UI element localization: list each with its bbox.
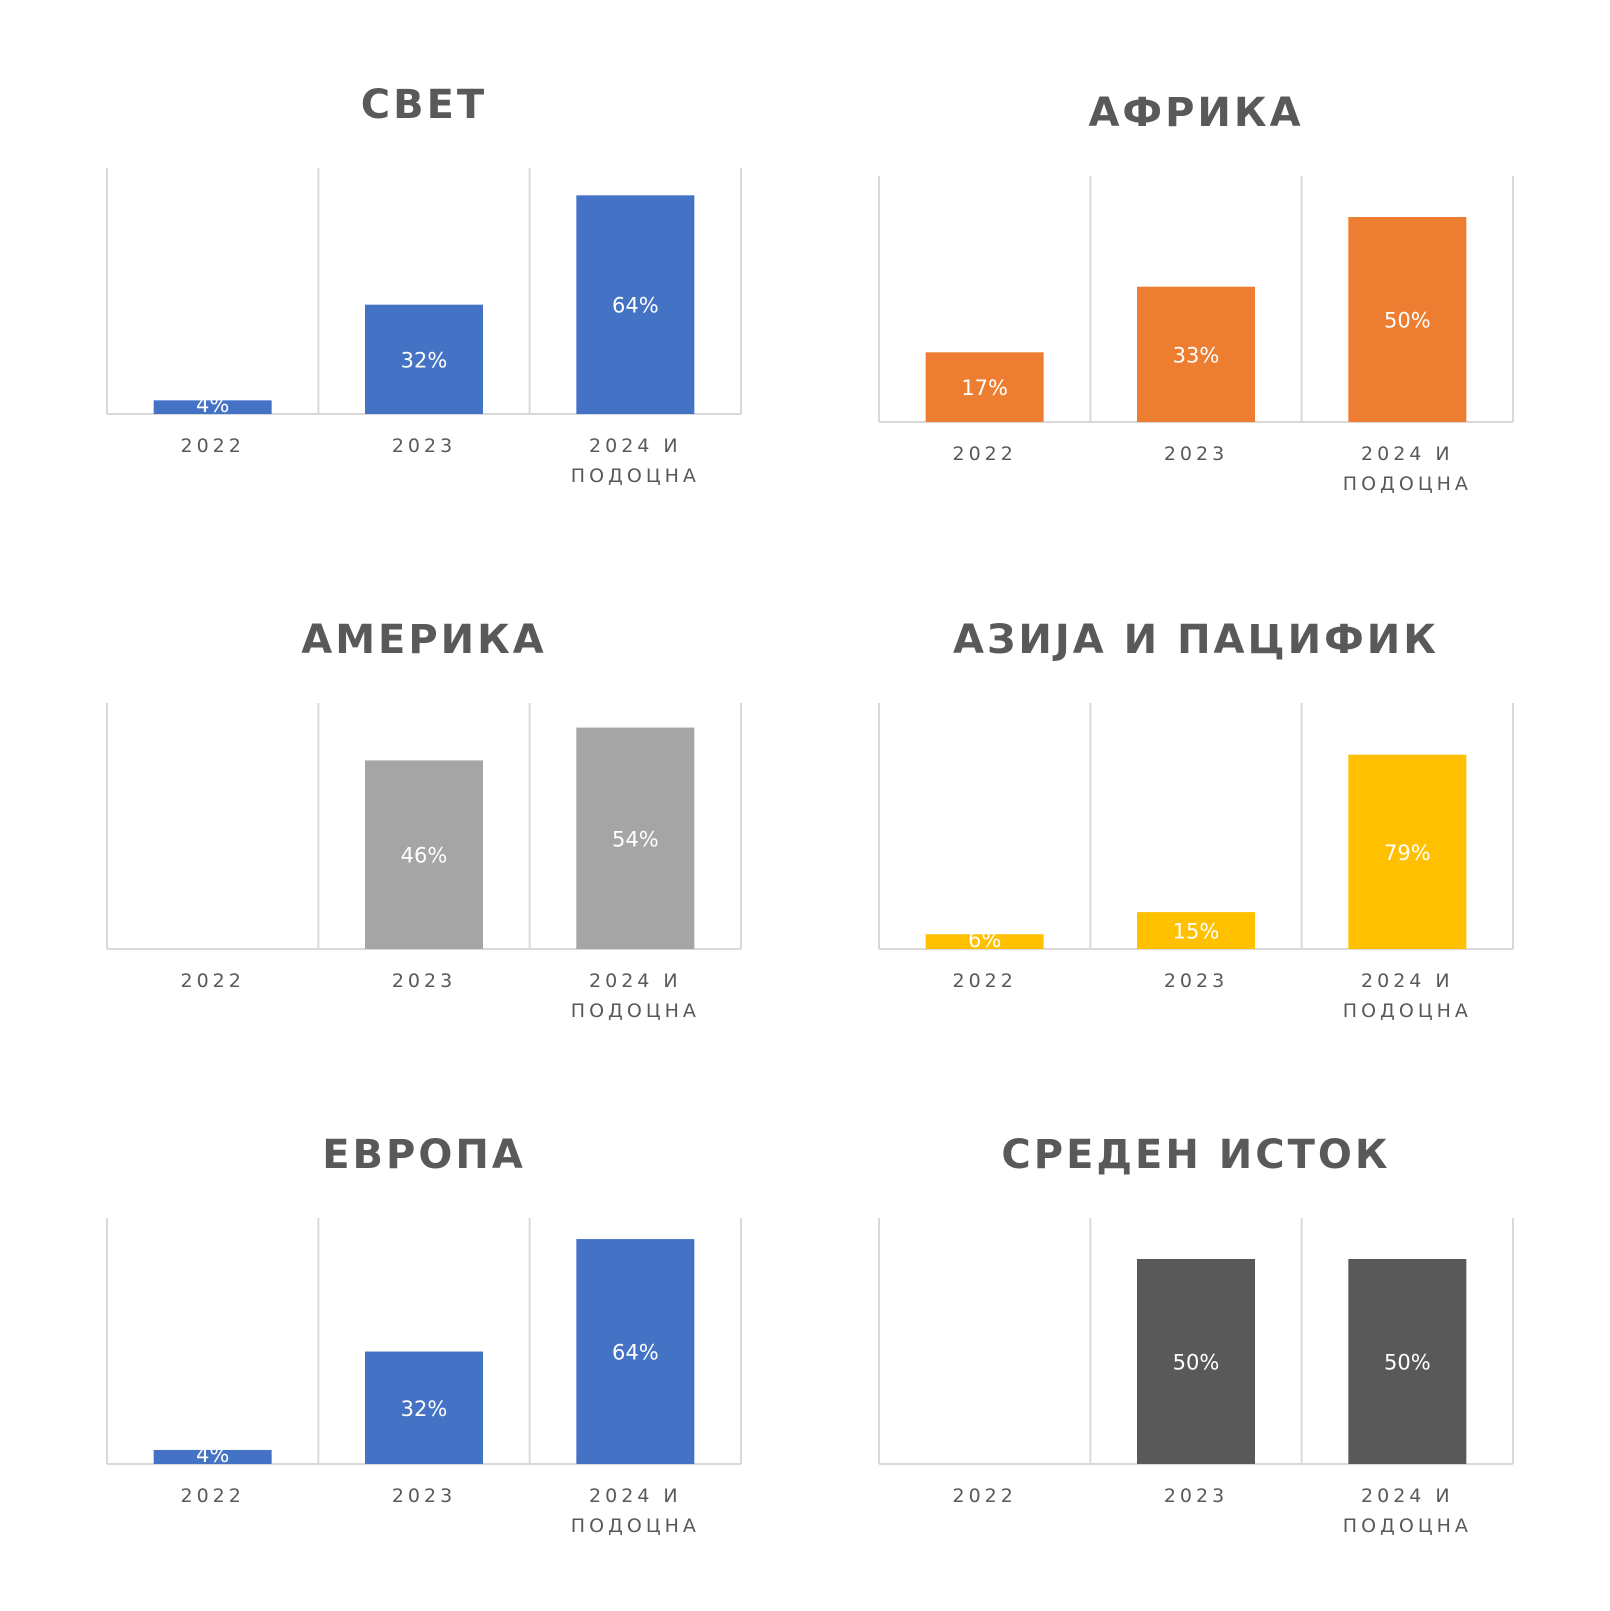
chart-title: АФРИКА — [1088, 90, 1303, 136]
bar — [576, 195, 695, 414]
chart-5: ЕВРОПА 4% 2022 32% 2023 64% 2024 И ПОДОЦНА — [0, 1050, 805, 1587]
data-label: 4% — [196, 1443, 229, 1467]
bar — [1348, 1259, 1467, 1464]
bar — [925, 352, 1044, 422]
tick-label: 2024 И ПОДОЦНА — [1343, 443, 1472, 495]
tick-label: 2023 — [392, 1485, 456, 1507]
chart-svg: СРЕДЕН ИСТОК 0% 2022 50% 2023 50% 2024 И ПОДОЦН… — [878, 1132, 1514, 1537]
data-label: 50% — [1384, 1351, 1431, 1375]
bar — [365, 304, 483, 414]
data-label: 64% — [612, 1341, 659, 1365]
tick-label: 2022 — [952, 970, 1016, 992]
tick-label: 2023 — [1164, 1485, 1228, 1507]
chart-title: СРЕДЕН ИСТОК — [1001, 1132, 1390, 1178]
data-label: 32% — [401, 348, 448, 372]
tick-label: 2022 — [180, 435, 244, 457]
bar — [1137, 912, 1255, 949]
chart-svg: ЕВРОПА 4% 2022 32% 2023 64% 2024 И ПОДОЦНА — [106, 1132, 742, 1537]
tick-label: 2024 И ПОДОЦНА — [1343, 1485, 1472, 1537]
chart-title: АЗИЈА И ПАЦИФИК — [953, 617, 1439, 663]
chart-6: СРЕДЕН ИСТОК 0% 2022 50% 2023 50% 2024 И ПОДОЦН… — [805, 1050, 1610, 1587]
chart-3: АМЕРИКА 0% 2022 46% 2023 54% 2024 И ПОДОЦНА — [0, 535, 805, 1072]
tick-label: 2022 — [952, 443, 1016, 465]
chart-svg: СВЕТ 4% 2022 32% 2023 64% 2024 И ПОДОЦНА — [106, 82, 742, 487]
bar — [1348, 217, 1467, 422]
tick-label: 2023 — [392, 970, 456, 992]
tick-label: 2023 — [1164, 443, 1228, 465]
bar — [153, 1449, 272, 1464]
bar — [153, 400, 272, 414]
chart-svg: АМЕРИКА 0% 2022 46% 2023 54% 2024 И ПОДОЦНА — [106, 617, 742, 1022]
data-label: 15% — [1173, 920, 1220, 944]
data-label: 0% — [196, 928, 229, 952]
tick-label: 2023 — [392, 435, 456, 457]
chart-title: ЕВРОПА — [322, 1132, 526, 1178]
data-label: 64% — [612, 294, 659, 318]
chart-1: СВЕТ 4% 2022 32% 2023 64% 2024 И ПОДОЦНА — [0, 0, 805, 537]
tick-label: 2024 И ПОДОЦНА — [1343, 970, 1472, 1022]
tick-label: 2022 — [180, 970, 244, 992]
data-label: 33% — [1173, 343, 1220, 367]
data-label: 6% — [968, 928, 1001, 952]
chart-title: АМЕРИКА — [301, 617, 547, 663]
tick-label: 2022 — [952, 1485, 1016, 1507]
data-label: 4% — [196, 393, 229, 417]
data-label: 17% — [961, 376, 1008, 400]
tick-label: 2023 — [1164, 970, 1228, 992]
data-label: 32% — [401, 1397, 448, 1421]
tick-label: 2022 — [180, 1485, 244, 1507]
chart-title: СВЕТ — [361, 82, 487, 128]
tick-label: 2024 И ПОДОЦНА — [571, 1485, 700, 1537]
tick-label: 2024 И ПОДОЦНА — [571, 970, 700, 1022]
data-label: 79% — [1384, 841, 1431, 865]
data-label: 50% — [1173, 1351, 1220, 1375]
chart-2: АФРИКА 17% 2022 33% 2023 50% 2024 И ПОДОЦНА — [805, 8, 1610, 545]
data-label: 54% — [612, 827, 659, 851]
data-label: 0% — [968, 1443, 1001, 1467]
bar — [925, 934, 1044, 949]
data-label: 46% — [401, 844, 448, 868]
chart-svg: АЗИЈА И ПАЦИФИК 6% 2022 15% 2023 79% 2024 И ПОД… — [878, 617, 1514, 1022]
chart-4: АЗИЈА И ПАЦИФИК 6% 2022 15% 2023 79% 2024 И ПОД… — [805, 535, 1610, 1072]
bar — [365, 1351, 483, 1464]
bar — [365, 760, 483, 949]
bar — [576, 727, 695, 949]
bar — [1137, 286, 1255, 422]
data-label: 50% — [1384, 309, 1431, 333]
bar — [576, 1239, 695, 1464]
bar — [1137, 1259, 1255, 1464]
chart-svg: АФРИКА 17% 2022 33% 2023 50% 2024 И ПОДОЦНА — [878, 90, 1514, 495]
tick-label: 2024 И ПОДОЦНА — [571, 435, 700, 487]
bar — [1348, 754, 1467, 949]
